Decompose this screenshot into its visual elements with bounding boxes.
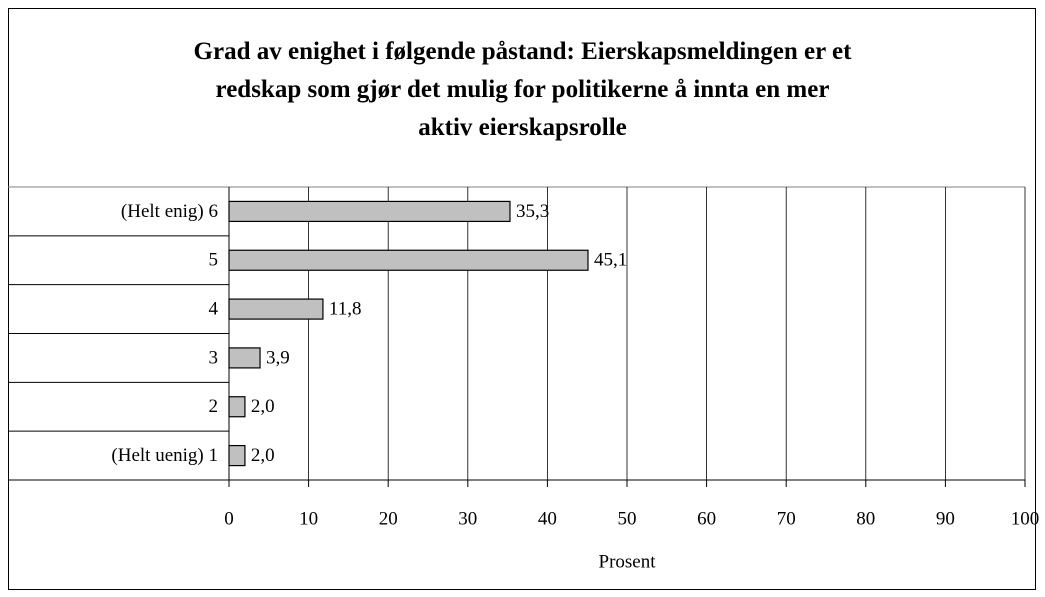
y-tick-label: (Helt uenig) 1 bbox=[111, 445, 218, 466]
y-tick-label: 3 bbox=[209, 347, 219, 368]
chart-title: Grad av enighet i følgende påstand: Eier… bbox=[193, 38, 852, 141]
x-tick-label: 100 bbox=[1011, 508, 1040, 529]
x-tick-label: 50 bbox=[618, 508, 637, 529]
y-tick-label: (Helt enig) 6 bbox=[121, 201, 218, 222]
bar bbox=[228, 444, 246, 467]
value-label: 2,0 bbox=[251, 445, 275, 466]
y-tick-label: 4 bbox=[209, 298, 219, 319]
x-tick-label: 60 bbox=[697, 508, 716, 529]
y-tick-label: 2 bbox=[209, 396, 219, 417]
value-label: 11,8 bbox=[329, 298, 362, 319]
x-tick-label: 10 bbox=[299, 508, 318, 529]
bar bbox=[228, 298, 324, 320]
bar bbox=[228, 396, 246, 418]
y-tick-label: 5 bbox=[209, 250, 219, 271]
value-label: 35,3 bbox=[516, 201, 549, 222]
bar bbox=[228, 249, 589, 271]
x-tick-label: 80 bbox=[856, 508, 875, 529]
value-label: 3,9 bbox=[266, 347, 290, 368]
x-tick-label: 90 bbox=[936, 508, 955, 529]
bar bbox=[228, 347, 261, 369]
x-tick-label: 40 bbox=[538, 508, 557, 529]
x-tick-label: 20 bbox=[379, 508, 398, 529]
x-tick-label: 30 bbox=[458, 508, 477, 529]
bar bbox=[228, 200, 511, 223]
x-tick-label: 0 bbox=[224, 508, 234, 529]
chart-frame bbox=[8, 8, 1036, 590]
value-label: 2,0 bbox=[251, 396, 275, 417]
x-tick-label: 70 bbox=[777, 508, 796, 529]
value-label: 45,1 bbox=[594, 250, 627, 271]
x-axis-label: Prosent bbox=[599, 551, 657, 572]
